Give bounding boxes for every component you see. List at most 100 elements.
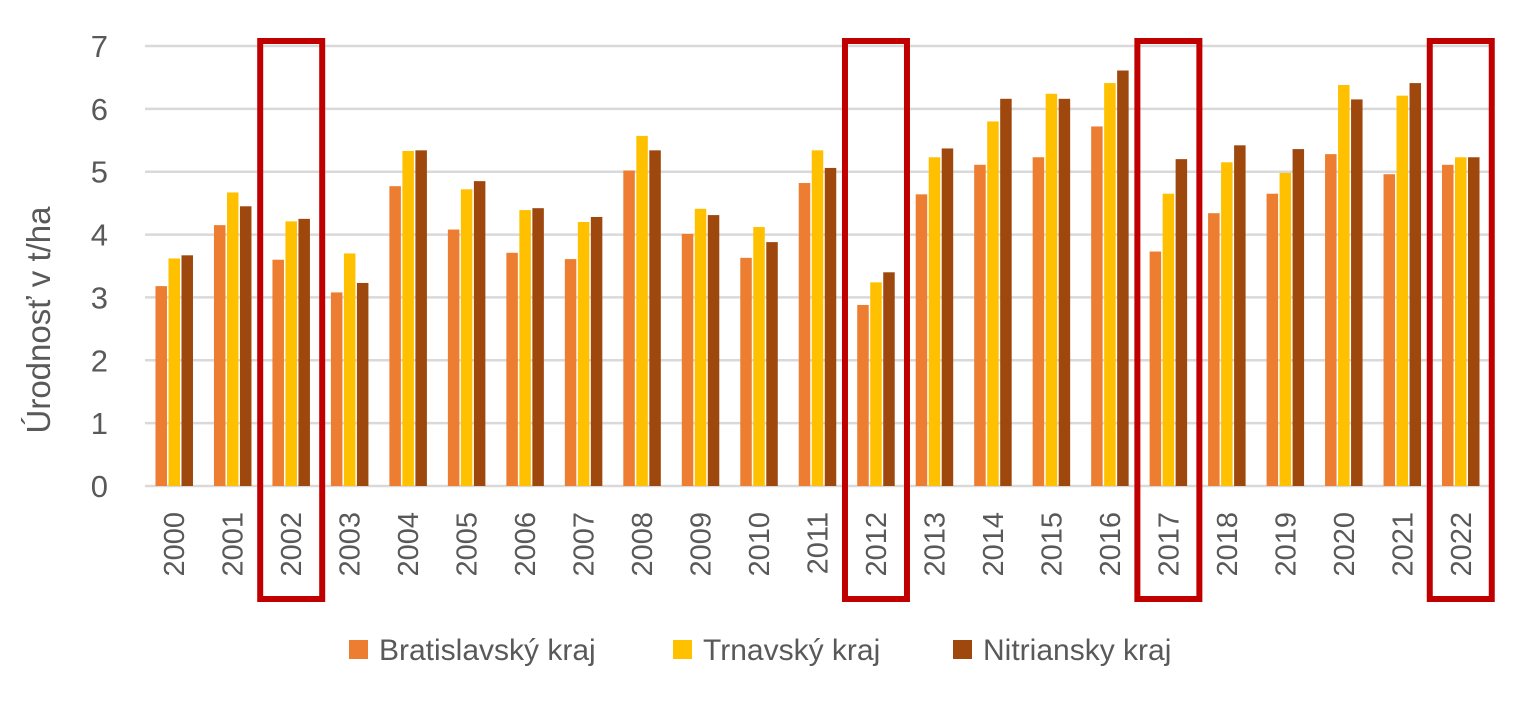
x-tick-label: 2021	[1387, 512, 1419, 577]
bar	[564, 259, 577, 486]
x-tick-label: 2012	[861, 512, 893, 577]
bar	[1234, 145, 1246, 487]
highlight-boxes	[257, 38, 1495, 602]
bar	[402, 150, 414, 486]
y-tick-label: 3	[91, 280, 108, 315]
bar	[623, 170, 635, 486]
highlight-box	[841, 38, 910, 602]
bar	[447, 229, 460, 487]
x-tick-label: 2015	[1036, 512, 1068, 577]
legend-swatch	[953, 640, 972, 659]
bar	[1162, 193, 1175, 486]
bar	[1091, 126, 1103, 486]
bar	[974, 164, 986, 487]
bar	[694, 208, 707, 487]
bar	[857, 304, 869, 486]
x-tick-label: 2011	[803, 512, 835, 574]
x-tick-label: 2016	[1095, 512, 1127, 577]
bar	[1442, 164, 1454, 487]
bar	[1409, 83, 1422, 486]
bar	[213, 225, 226, 486]
bar	[766, 242, 778, 486]
bars	[155, 70, 1480, 487]
legend-label: Bratislavský kraj	[379, 634, 596, 667]
legend-label: Nitriansky kraj	[983, 634, 1171, 667]
bar	[1383, 174, 1396, 486]
bar	[928, 157, 941, 486]
x-tick-label: 2007	[569, 512, 601, 577]
legend: Bratislavský kraj Trnavský kraj Nitriansky…	[349, 634, 1171, 667]
bar	[272, 259, 284, 486]
bar	[649, 150, 661, 487]
bar	[532, 208, 544, 486]
x-tick-label: 2000	[159, 512, 191, 577]
x-tick-label: 2009	[686, 512, 718, 577]
y-axis-title: Úrodnosť v t/ha	[20, 206, 57, 434]
bar	[168, 258, 180, 486]
x-tick-label: 2005	[452, 512, 484, 577]
bar	[389, 186, 401, 486]
bar	[1266, 193, 1279, 486]
bar	[883, 272, 895, 486]
bar	[1468, 157, 1480, 486]
x-tick-label: 2018	[1212, 512, 1244, 577]
bar	[1208, 213, 1220, 486]
bar	[343, 253, 356, 486]
bar	[356, 282, 369, 486]
bar	[1149, 251, 1162, 486]
bar	[941, 148, 954, 486]
bar	[636, 135, 648, 486]
bar	[753, 227, 765, 486]
x-tick-label: 2014	[978, 512, 1010, 577]
bar	[285, 221, 297, 486]
y-tick-label: 6	[91, 92, 108, 127]
bar	[1351, 99, 1363, 486]
x-tick-label: 2008	[627, 512, 659, 577]
bar	[1279, 172, 1292, 486]
bar	[519, 210, 531, 487]
bar	[1117, 70, 1129, 486]
bar	[987, 121, 999, 486]
bar	[473, 181, 486, 486]
bar	[1455, 157, 1467, 486]
bar	[1396, 95, 1409, 487]
bar	[1292, 149, 1305, 487]
y-tick-label: 2	[91, 343, 108, 378]
bar	[330, 292, 343, 486]
y-tick-label: 1	[91, 406, 108, 441]
bar	[811, 150, 824, 487]
bar	[1104, 83, 1116, 486]
legend-swatch	[349, 640, 368, 659]
legend-label: Trnavský kraj	[703, 634, 880, 667]
bar	[1325, 154, 1337, 486]
x-tick-label: 2004	[393, 512, 425, 577]
x-tick-labels: 2000 2001 2002 2003 2004 2005 2006 2007 2008 2009…	[159, 512, 1478, 577]
bar	[590, 216, 603, 486]
y-tick-label: 4	[91, 218, 108, 253]
x-tick-label: 2001	[218, 512, 250, 577]
bar	[1175, 159, 1188, 486]
highlight-box	[1134, 38, 1203, 602]
bar	[181, 255, 193, 486]
bar	[460, 189, 473, 487]
bar	[740, 257, 752, 486]
bar	[798, 183, 811, 486]
bar	[1221, 162, 1233, 487]
bar	[707, 215, 720, 487]
bar	[298, 218, 310, 486]
bar	[681, 233, 694, 486]
x-tick-label: 2020	[1329, 512, 1361, 577]
bar	[1338, 84, 1350, 486]
x-tick-label: 2006	[510, 512, 542, 577]
y-tick-labels: 0 1 2 3 4 5 6 7	[91, 29, 108, 504]
x-tick-label: 2010	[744, 512, 776, 577]
y-tick-label: 5	[91, 155, 108, 190]
x-tick-label: 2002	[276, 512, 308, 577]
bar	[824, 167, 837, 486]
bar	[239, 206, 252, 487]
bar	[1032, 157, 1045, 486]
bar	[155, 286, 167, 486]
highlight-box	[257, 38, 326, 602]
x-tick-label: 2022	[1446, 512, 1478, 577]
